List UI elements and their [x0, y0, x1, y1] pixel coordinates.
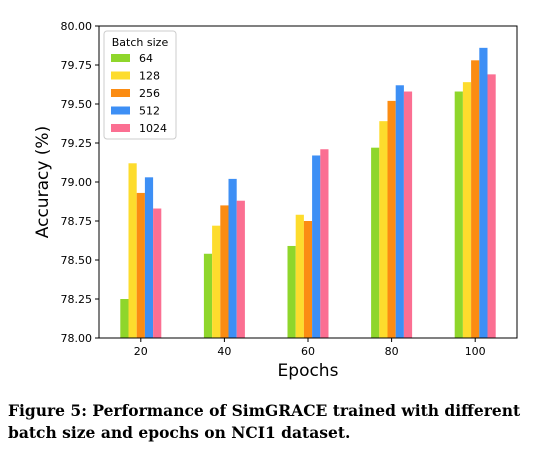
bar-1024-epochs-20: [153, 208, 162, 338]
y-tick-label: 79.00: [61, 176, 93, 189]
bar-64-epochs-60: [287, 245, 296, 338]
bar-512-epochs-100: [479, 47, 488, 339]
legend-entry-256: 256: [139, 87, 160, 100]
x-axis: 20 40 60 80 100: [134, 338, 486, 358]
x-axis-label: Epochs: [278, 361, 339, 381]
y-axis-label: Accuracy (%): [33, 126, 53, 238]
bar-256-epochs-100: [471, 60, 480, 338]
bar-256-epochs-40: [220, 205, 229, 338]
legend-entry-512: 512: [139, 105, 160, 118]
y-tick-label: 78.75: [61, 215, 93, 228]
legend-swatch-256: [111, 89, 130, 97]
y-tick-label: 79.50: [61, 98, 93, 111]
bars-group: [120, 47, 496, 339]
y-axis: 78.00 78.25 78.50 78.75 79.00 79.25 79.50 79.75…: [61, 20, 99, 345]
bar-128-epochs-40: [212, 225, 221, 338]
x-tick-label: 20: [134, 345, 148, 358]
y-tick-label: 79.75: [61, 59, 93, 72]
x-tick-label: 40: [217, 345, 231, 358]
bar-512-epochs-80: [395, 85, 404, 338]
bar-1024-epochs-40: [236, 200, 245, 338]
legend-entry-128: 128: [139, 70, 160, 83]
bar-256-epochs-60: [303, 221, 313, 338]
y-tick-label: 78.50: [61, 254, 93, 267]
bar-128-epochs-60: [295, 214, 304, 338]
bar-256-epochs-80: [387, 100, 396, 338]
legend-entry-64: 64: [139, 52, 153, 65]
legend-swatch-1024: [111, 124, 130, 132]
bar-64-epochs-100: [454, 91, 463, 339]
x-tick-label: 100: [465, 345, 486, 358]
legend-entry-1024: 1024: [139, 122, 167, 135]
bar-64-epochs-40: [203, 253, 213, 338]
bar-64-epochs-80: [371, 147, 380, 338]
y-tick-label: 78.25: [61, 293, 93, 306]
bar-128-epochs-20: [128, 163, 137, 338]
bar-128-epochs-80: [379, 121, 388, 338]
x-tick-label: 60: [301, 345, 315, 358]
bar-chart: 78.00 78.25 78.50 78.75 79.00 79.25 79.50 79.75…: [33, 20, 518, 381]
bar-256-epochs-20: [136, 192, 145, 338]
bar-512-epochs-20: [144, 177, 154, 338]
bar-1024-epochs-80: [403, 91, 413, 339]
bar-128-epochs-100: [462, 82, 472, 338]
legend-swatch-64: [111, 54, 130, 62]
bar-512-epochs-40: [228, 178, 237, 338]
bar-512-epochs-60: [312, 155, 321, 338]
legend-swatch-128: [111, 71, 130, 80]
y-tick-label: 79.25: [61, 137, 93, 150]
bar-64-epochs-20: [120, 299, 129, 338]
y-tick-label: 80.00: [61, 20, 93, 33]
bar-1024-epochs-60: [320, 149, 329, 338]
legend-title: Batch size: [112, 36, 169, 49]
figure-caption: Figure 5: Performance of SimGRACE traine…: [8, 401, 521, 442]
legend: Batch size 64 128 256 512 1024: [103, 30, 177, 140]
legend-swatch-512: [111, 106, 130, 115]
x-tick-label: 80: [385, 345, 399, 358]
y-tick-label: 78.00: [61, 332, 93, 345]
bar-1024-epochs-100: [487, 74, 496, 339]
